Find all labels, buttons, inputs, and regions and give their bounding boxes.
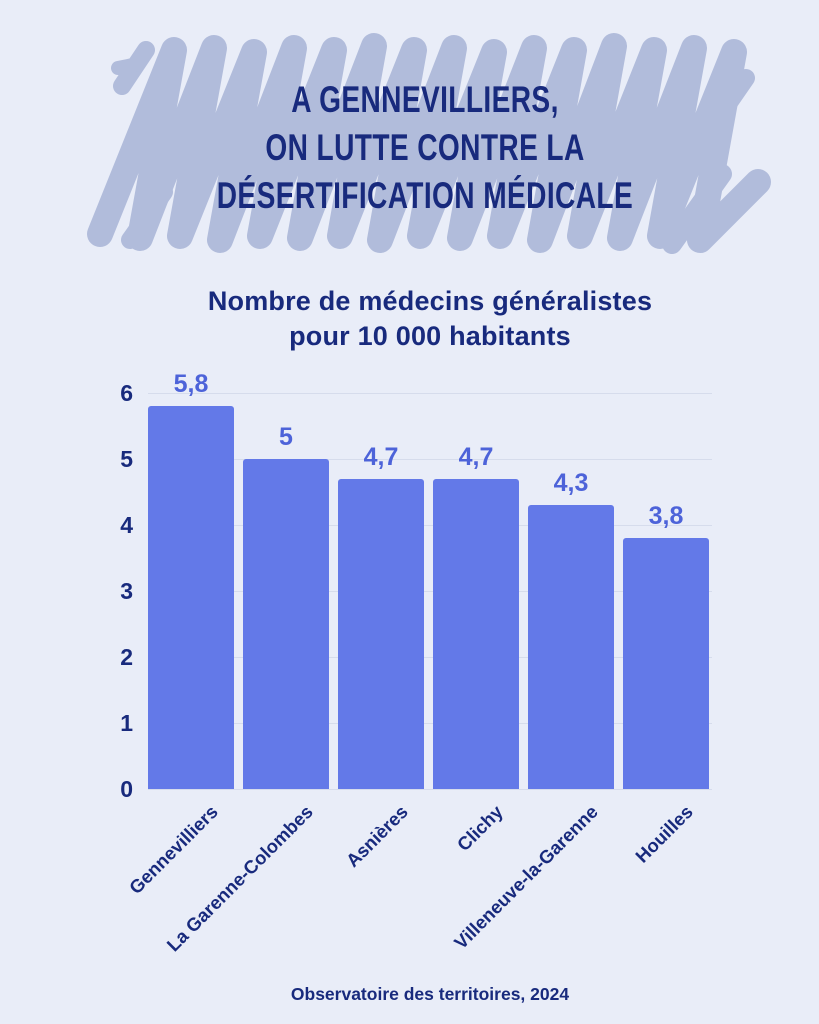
bar-value-label: 5 <box>279 423 293 451</box>
header-title: A GENNEVILLIERS, ON LUTTE CONTRE LA DÉSE… <box>112 34 738 254</box>
y-tick-label-4: 4 <box>120 512 133 538</box>
header-title-line-3: DÉSERTIFICATION MÉDICALE <box>216 175 634 216</box>
bar-villeneuve-la-garenne <box>528 505 614 789</box>
bar-houilles <box>623 538 709 789</box>
bar-value-label: 4,7 <box>363 442 399 471</box>
x-axis-label: Asnières <box>341 801 412 872</box>
gridline-2 <box>148 657 712 658</box>
plot-area: 5,8 Gennevilliers 5 La Garenne-Colombes 4,7 A… <box>125 370 712 955</box>
bar-value-label: 4,7 <box>458 442 494 471</box>
gridline-6 <box>148 393 712 394</box>
y-tick-label-5: 5 <box>120 446 133 472</box>
gridline-4 <box>148 525 712 526</box>
gridline-1 <box>148 723 712 724</box>
bar-la-garenne-colombes <box>243 459 329 789</box>
header-banner: A GENNEVILLIERS, ON LUTTE CONTRE LA DÉSE… <box>87 33 771 254</box>
y-tick-label-1: 1 <box>120 710 133 736</box>
y-tick-label-0: 0 <box>120 776 133 802</box>
chart-title-line-1: Nombre de médecins généralistes <box>207 286 653 316</box>
header-title-line-1: A GENNEVILLIERS, <box>291 79 559 120</box>
x-axis-label: Houilles <box>631 801 697 867</box>
x-axis-label: Clichy <box>452 801 507 856</box>
bar-value-label: 3,8 <box>648 502 684 531</box>
chart-title-line-2: pour 10 000 habitants <box>289 321 571 351</box>
scribble-background-graphic <box>87 33 771 254</box>
gridline-5 <box>148 459 712 460</box>
bar-value-label: 5,8 <box>173 370 209 399</box>
bar-clichy <box>433 478 519 789</box>
footer-source: Observatoire des territoires, 2024 <box>290 984 570 1004</box>
gridline-3 <box>148 591 712 592</box>
y-tick-label-6: 6 <box>120 380 133 406</box>
bar-value-label: 4,3 <box>553 469 589 498</box>
y-tick-label-2: 2 <box>120 644 133 670</box>
bar-asni-res <box>338 478 424 789</box>
y-tick-label-3: 3 <box>120 578 133 604</box>
gridline-0 <box>148 789 712 790</box>
bar-gennevilliers <box>148 406 234 789</box>
x-axis-label: Gennevilliers <box>124 801 222 899</box>
header-title-line-2: ON LUTTE CONTRE LA <box>265 127 585 168</box>
chart-title: Nombre de médecins généralistes pour 10 … <box>40 284 819 354</box>
